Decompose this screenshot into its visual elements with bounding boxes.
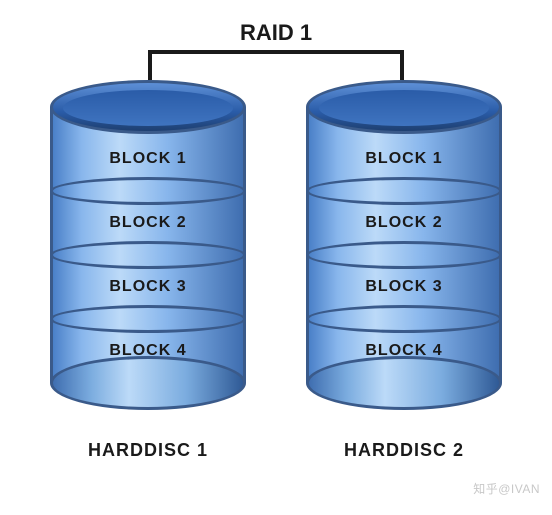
block-label: BLOCK 4 [109, 342, 186, 360]
block-label: BLOCK 4 [365, 342, 442, 360]
block-label: BLOCK 1 [365, 150, 442, 168]
disk-2-label: HARDDISC 2 [344, 440, 464, 461]
block-label: BLOCK 3 [365, 278, 442, 296]
block-label: BLOCK 1 [109, 150, 186, 168]
disk-1-cylinder: BLOCK 1 BLOCK 2 BLOCK 3 BLOCK 4 [50, 80, 246, 410]
disk-2: BLOCK 1 BLOCK 2 BLOCK 3 BLOCK 4 HARDDISC… [306, 80, 502, 461]
disk-1: BLOCK 1 BLOCK 2 BLOCK 3 BLOCK 4 HARDDISC… [50, 80, 246, 461]
watermark: 知乎@IVAN [473, 480, 540, 497]
disks-container: BLOCK 1 BLOCK 2 BLOCK 3 BLOCK 4 HARDDISC… [0, 80, 552, 461]
block-label: BLOCK 2 [365, 214, 442, 232]
disk-1-label: HARDDISC 1 [88, 440, 208, 461]
connector-bracket [148, 50, 404, 80]
disk-2-cylinder: BLOCK 1 BLOCK 2 BLOCK 3 BLOCK 4 [306, 80, 502, 410]
block-label: BLOCK 3 [109, 278, 186, 296]
diagram-title: RAID 1 [0, 20, 552, 46]
block-label: BLOCK 2 [109, 214, 186, 232]
